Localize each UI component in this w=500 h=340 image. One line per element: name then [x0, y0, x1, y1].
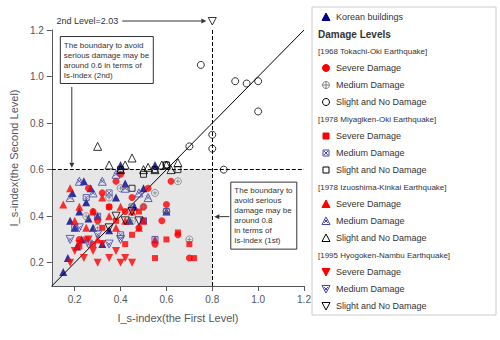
- svg-text:1.2: 1.2: [30, 25, 44, 36]
- svg-text:Slight and No Damage: Slight and No Damage: [336, 165, 427, 175]
- svg-text:0.6: 0.6: [30, 164, 44, 175]
- svg-text:0.4: 0.4: [30, 211, 44, 222]
- svg-text:Slight and No Damage: Slight and No Damage: [336, 97, 427, 107]
- svg-text:[1978 Izuoshima-Kinkai Earthqu: [1978 Izuoshima-Kinkai Earthquake]: [318, 183, 447, 192]
- svg-text:around 0.6 in terms of: around 0.6 in terms of: [64, 61, 143, 70]
- svg-text:2nd Level=2.03: 2nd Level=2.03: [56, 16, 118, 26]
- svg-text:Is-index (1st): Is-index (1st): [234, 236, 281, 245]
- svg-text:in terms of: in terms of: [234, 226, 272, 235]
- svg-text:0.2: 0.2: [68, 294, 82, 305]
- svg-text:Damage Levels: Damage Levels: [318, 29, 391, 40]
- svg-text:Slight and No Damage: Slight and No Damage: [336, 301, 427, 311]
- svg-text:serious damage may be: serious damage may be: [64, 51, 150, 60]
- svg-text:Korean buildings: Korean buildings: [336, 12, 404, 22]
- svg-text:around 0.8: around 0.8: [234, 216, 273, 225]
- svg-text:1.0: 1.0: [251, 294, 265, 305]
- svg-text:The boundary to avoid: The boundary to avoid: [64, 41, 144, 50]
- svg-text:The boundary to: The boundary to: [234, 186, 293, 195]
- svg-text:Severe Damage: Severe Damage: [336, 199, 401, 209]
- svg-text:[1995 Hyogoken-Nambu Earthquak: [1995 Hyogoken-Nambu Earthquake]: [318, 251, 450, 260]
- svg-text:1.2: 1.2: [297, 294, 311, 305]
- svg-text:Slight and No Damage: Slight and No Damage: [336, 233, 427, 243]
- svg-text:0.4: 0.4: [114, 294, 128, 305]
- svg-text:[1978 Miyagiken-Oki Earthquake: [1978 Miyagiken-Oki Earthquake]: [318, 115, 436, 124]
- svg-text:Severe Damage: Severe Damage: [336, 63, 401, 73]
- svg-text:0.6: 0.6: [159, 294, 173, 305]
- svg-text:Severe Damage: Severe Damage: [336, 131, 401, 141]
- svg-text:avoid serious: avoid serious: [234, 196, 281, 205]
- svg-text:I_s-index(the Second Level): I_s-index(the Second Level): [8, 90, 20, 227]
- svg-text:Is-index (2nd): Is-index (2nd): [64, 71, 113, 80]
- svg-text:Medium Damage: Medium Damage: [336, 216, 405, 226]
- svg-text:Medium Damage: Medium Damage: [336, 80, 405, 90]
- svg-text:1.0: 1.0: [30, 71, 44, 82]
- svg-text:0.8: 0.8: [30, 118, 44, 129]
- svg-text:Medium Damage: Medium Damage: [336, 148, 405, 158]
- svg-text:0.2: 0.2: [30, 257, 44, 268]
- svg-text:Medium Damage: Medium Damage: [336, 284, 405, 294]
- svg-text:0.8: 0.8: [205, 294, 219, 305]
- svg-text:I_s-index(the First Level): I_s-index(the First Level): [117, 312, 238, 324]
- svg-text:Severe Damage: Severe Damage: [336, 267, 401, 277]
- svg-text:damage may be: damage may be: [234, 206, 292, 215]
- svg-text:[1968 Tokachi-Oki Earthquake]: [1968 Tokachi-Oki Earthquake]: [318, 47, 427, 56]
